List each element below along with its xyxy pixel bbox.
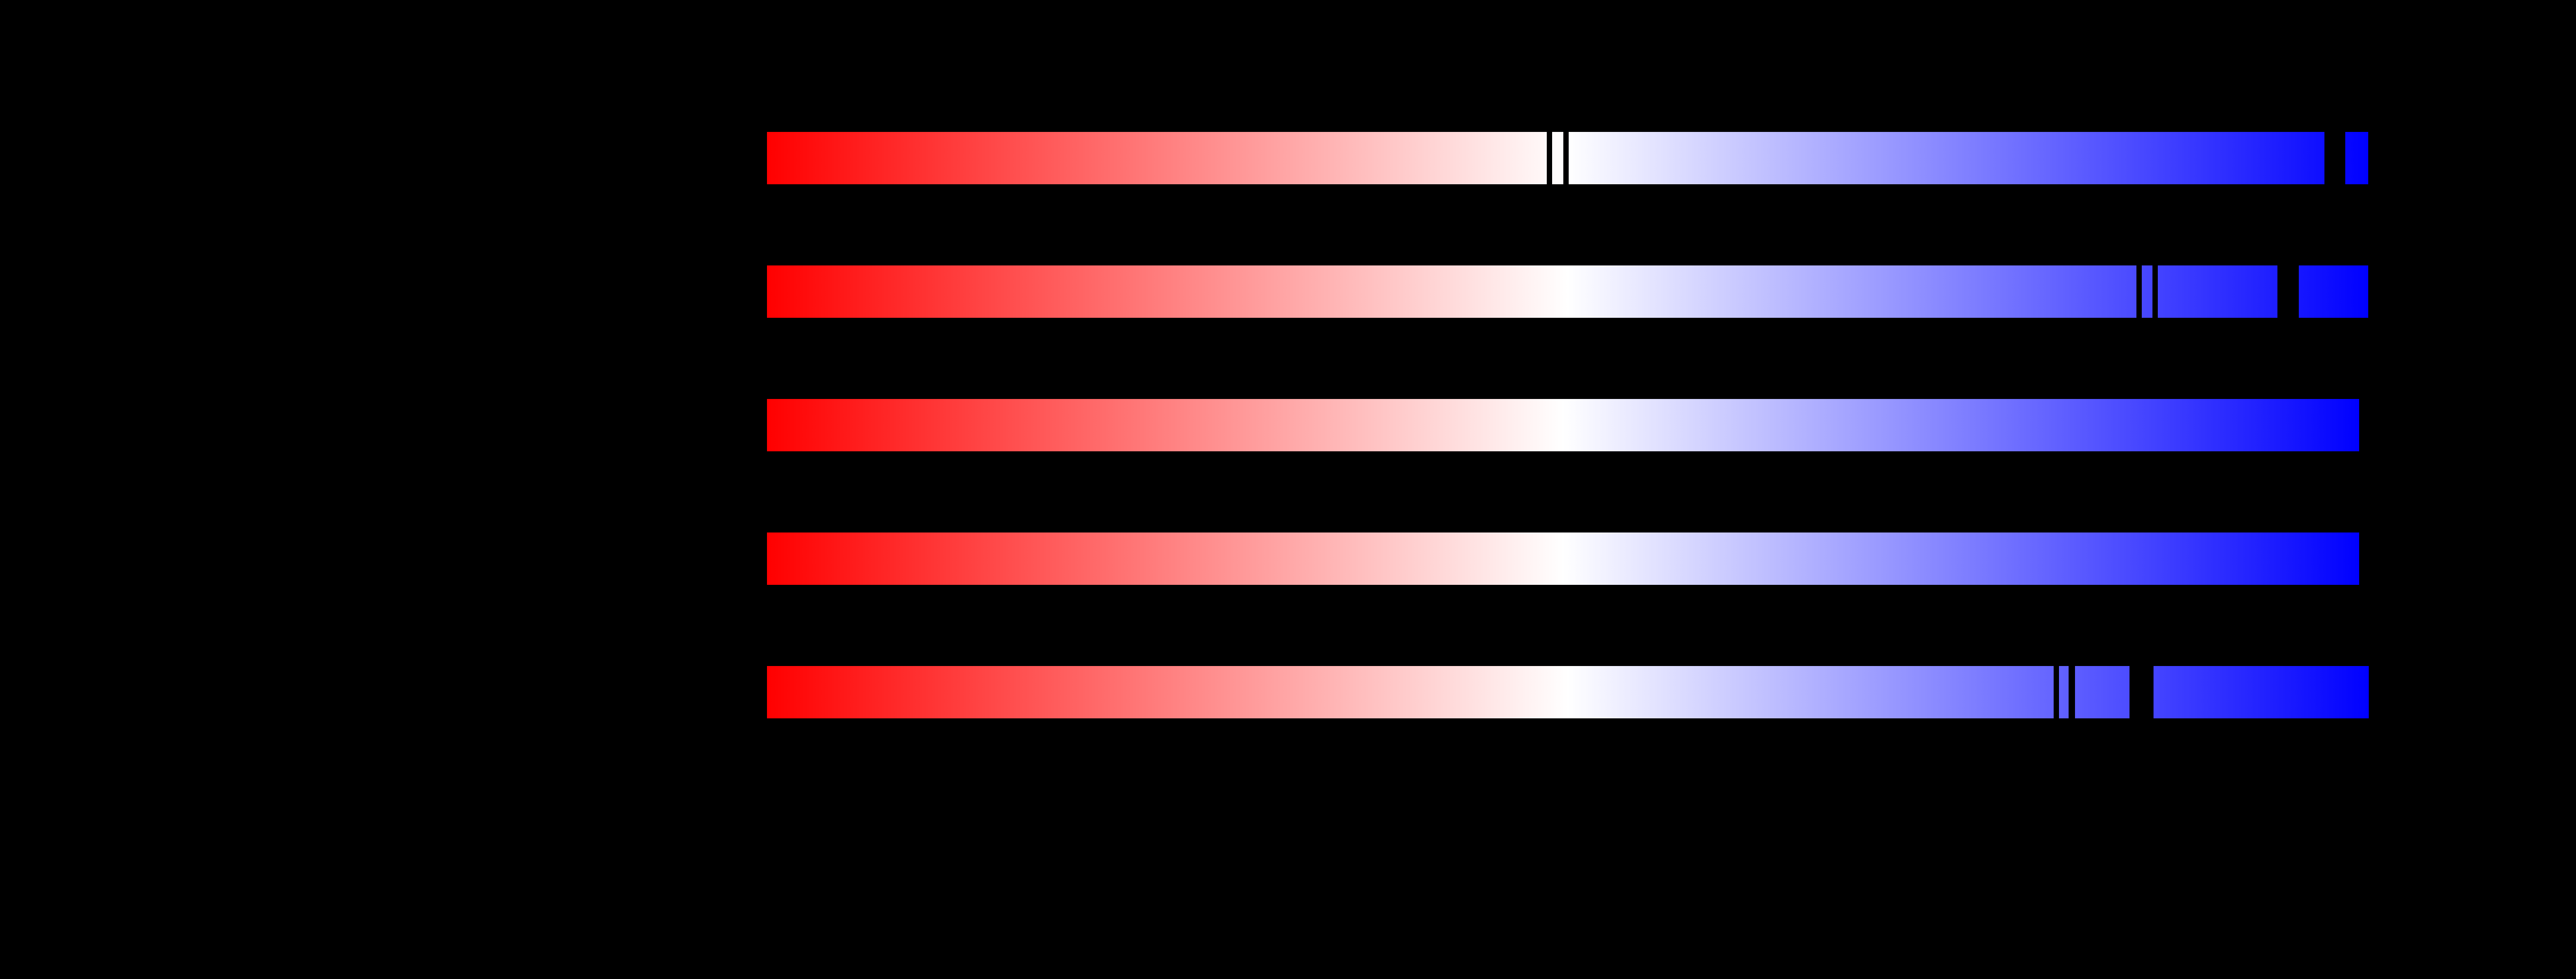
strip-divider-mark bbox=[2069, 666, 2075, 718]
strip-divider-mark bbox=[2152, 265, 2158, 318]
gradient-strip-strip-2 bbox=[767, 265, 2368, 318]
gradient-strip-strip-3 bbox=[767, 399, 2359, 451]
strip-divider-mark bbox=[2324, 132, 2345, 184]
gradient-strip-strip-5 bbox=[767, 666, 2369, 718]
strip-divider-mark bbox=[1563, 132, 1569, 184]
strip-divider-mark bbox=[2054, 666, 2059, 718]
gradient-strip-strip-4 bbox=[767, 532, 2359, 585]
strip-divider-mark bbox=[2277, 265, 2299, 318]
gradient-strip-strip-1 bbox=[767, 132, 2368, 184]
strip-divider-mark bbox=[2136, 265, 2142, 318]
strip-divider-mark bbox=[1547, 132, 1552, 184]
strip-divider-mark bbox=[2129, 666, 2154, 718]
